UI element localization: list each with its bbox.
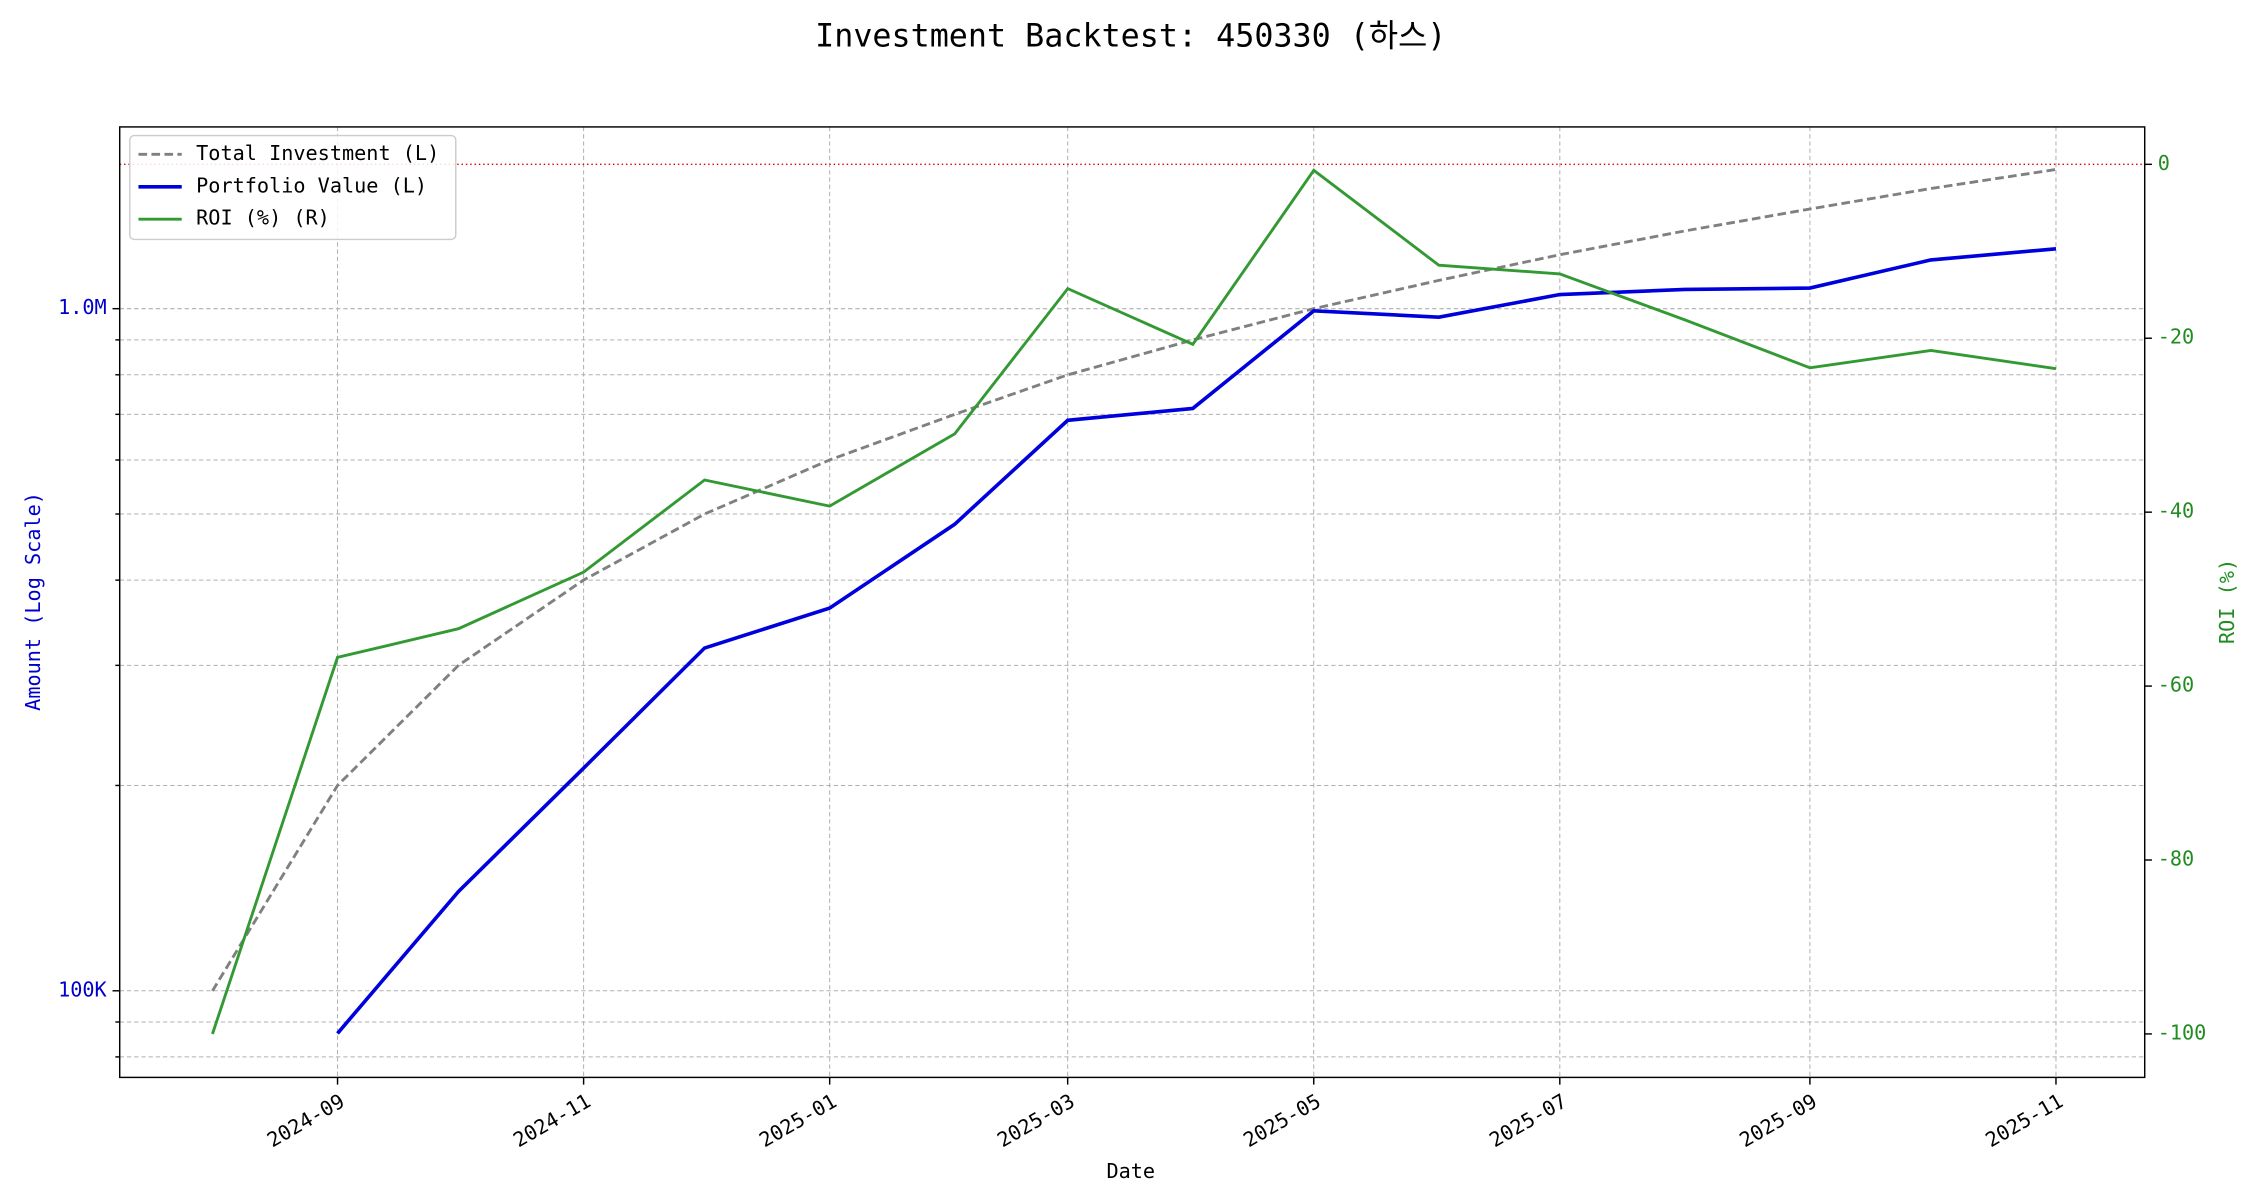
x-tick-label: 2025-05 bbox=[1239, 1089, 1325, 1152]
y-tick-label: 100K bbox=[58, 977, 107, 1001]
x-tick-label: 2025-11 bbox=[1981, 1089, 2067, 1152]
x-tick-label: 2025-03 bbox=[993, 1089, 1079, 1152]
plot-frame bbox=[118, 126, 2146, 1079]
chart-title: Investment Backtest: 450330 (하스) bbox=[815, 19, 1446, 55]
y2-axis-label: ROI (%) bbox=[2215, 559, 2239, 644]
x-tick-label: 2025-07 bbox=[1485, 1089, 1571, 1152]
x-tick-label: 2024-09 bbox=[263, 1089, 349, 1152]
y2-tick-label: 0 bbox=[2158, 151, 2170, 175]
y2-tick-label: -60 bbox=[2158, 673, 2194, 697]
series-line bbox=[336, 247, 2057, 1035]
legend-label: ROI (%) (R) bbox=[196, 206, 330, 230]
x-tick-label: 2025-09 bbox=[1735, 1089, 1821, 1152]
y2-tick-label: -20 bbox=[2158, 325, 2194, 349]
y2-tick-label: -100 bbox=[2158, 1020, 2207, 1044]
x-tick-label: 2024-11 bbox=[509, 1089, 595, 1152]
legend-label: Portfolio Value (L) bbox=[196, 173, 427, 197]
y-axis-label: Amount (Log Scale) bbox=[21, 492, 45, 711]
y-tick-label: 1.0M bbox=[58, 295, 107, 319]
series-line bbox=[211, 168, 2057, 992]
x-tick-label: 2025-01 bbox=[755, 1089, 841, 1152]
x-axis-label: Date bbox=[1106, 1159, 1155, 1183]
legend-box bbox=[129, 134, 457, 241]
legend-label: Total Investment (L) bbox=[196, 141, 439, 165]
series-line bbox=[211, 168, 2057, 1035]
y2-tick-label: -40 bbox=[2158, 499, 2194, 523]
y2-tick-label: -80 bbox=[2158, 847, 2194, 871]
